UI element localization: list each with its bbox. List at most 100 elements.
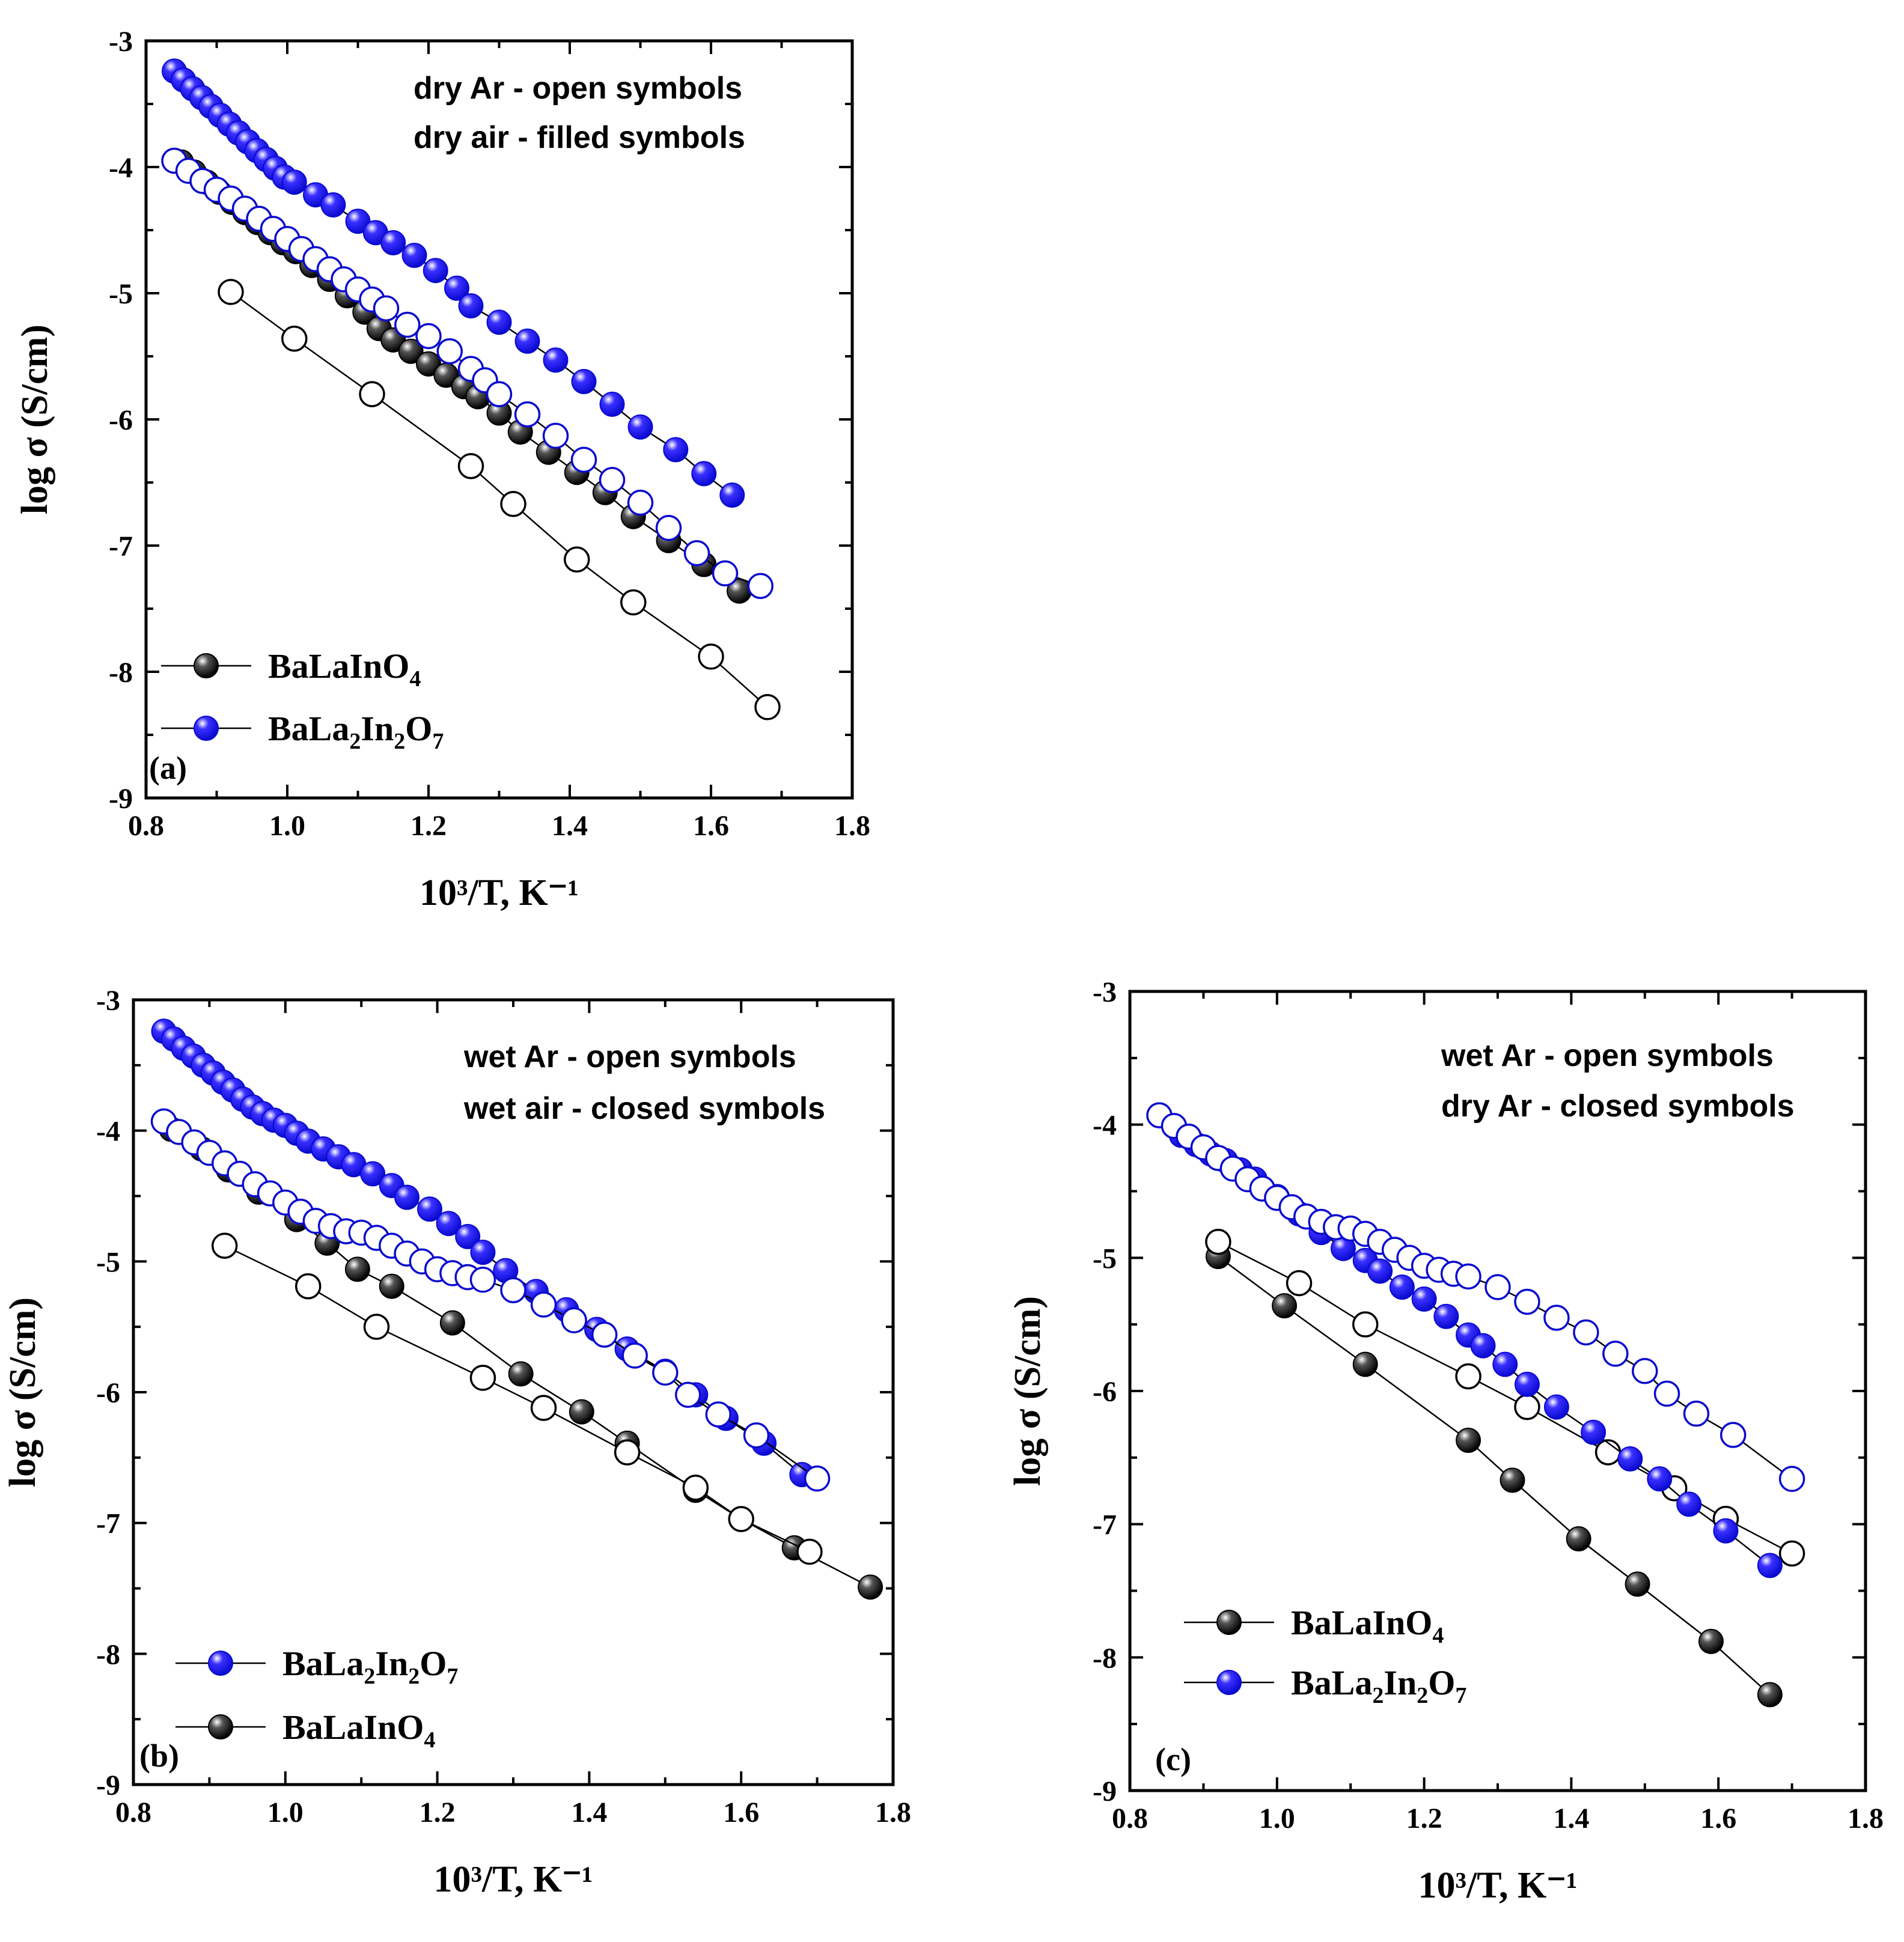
legend-marker	[208, 1651, 233, 1676]
data-point	[591, 1321, 618, 1348]
legend-subscript: 2	[364, 1664, 375, 1689]
data-point	[620, 589, 647, 616]
data-point	[416, 351, 441, 377]
legend-marker	[194, 653, 219, 678]
y-tick-label: -5	[109, 278, 133, 310]
legend-label: BaLaInO4	[1291, 1603, 1444, 1648]
data-point	[469, 1267, 496, 1293]
legend-text-part: In	[361, 709, 394, 748]
data-point	[1455, 1263, 1481, 1290]
data-point	[486, 381, 513, 407]
data-point	[674, 1381, 701, 1408]
data-point	[627, 414, 653, 440]
legend-label: BaLa2In2O7	[1291, 1663, 1466, 1708]
data-point	[398, 338, 424, 364]
y-tick-label: -4	[1093, 1110, 1117, 1142]
legend-marker	[194, 716, 219, 741]
data-point	[281, 325, 308, 352]
legend-entry: BaLaInO4	[161, 647, 421, 692]
y-tick-label: -3	[1093, 976, 1117, 1008]
data-point	[500, 490, 526, 517]
data-point	[294, 1273, 322, 1300]
x-tick-label: 1.6	[693, 810, 729, 842]
data-point	[394, 311, 421, 338]
data-point	[1455, 1363, 1481, 1390]
x-tick-label: 1.4	[552, 810, 588, 842]
data-point	[363, 1313, 390, 1340]
legend-label: BaLaInO4	[268, 647, 421, 692]
series-balaino4-dry-ar	[218, 279, 781, 720]
data-point	[1352, 1351, 1378, 1377]
legend-subscript: 2	[408, 1664, 420, 1689]
legend-subscript: 4	[409, 666, 421, 692]
panel-a: 0.8 1.0 1.2 1.4 1.6 1.8 -9 -8 -7 -6 -5 -4 -3 10³/T, K…	[14, 26, 870, 913]
data-point	[530, 1395, 557, 1421]
y-tick-label: -7	[96, 1508, 120, 1540]
series-bala2in2o7-dry-air	[162, 58, 745, 508]
data-point	[470, 1240, 496, 1265]
data-point	[320, 192, 346, 218]
x-tick-label: 1.6	[723, 1797, 759, 1828]
data-point	[682, 1475, 709, 1501]
data-point	[455, 1223, 481, 1249]
data-point	[1683, 1400, 1710, 1427]
data-point	[804, 1465, 831, 1492]
data-point	[394, 1184, 420, 1210]
legend-text-part: O	[1428, 1663, 1455, 1702]
data-point	[345, 209, 371, 234]
legend-subscript: 7	[432, 729, 444, 754]
data-point	[218, 279, 244, 305]
data-point	[747, 573, 774, 599]
data-point	[1647, 1466, 1673, 1492]
annotation-text: dry Ar - closed symbols	[1441, 1089, 1795, 1124]
data-point	[1757, 1553, 1783, 1578]
y-tick-label: -8	[1093, 1642, 1117, 1674]
data-point	[1500, 1467, 1525, 1493]
data-point	[444, 275, 469, 301]
legend-entry: BaLa2In2O7	[161, 709, 444, 754]
legend-marker	[208, 1714, 233, 1740]
data-point	[1514, 1371, 1540, 1397]
x-axis-title: 10³/T, K⁻¹	[1418, 1865, 1577, 1906]
legend-subscript: 2	[1372, 1683, 1384, 1708]
data-point	[599, 391, 625, 417]
data-point	[416, 1196, 442, 1222]
data-point	[1352, 1311, 1379, 1338]
annotation-text: wet air - closed symbols	[463, 1091, 825, 1126]
x-tick-label: 1.8	[1848, 1803, 1884, 1834]
data-point	[469, 1365, 496, 1391]
y-tick-label: -6	[109, 404, 133, 436]
y-tick-label: -7	[1093, 1509, 1117, 1541]
data-point	[1778, 1466, 1805, 1493]
series-bala2in2o7-wet-ar	[1146, 1102, 1805, 1493]
data-point	[564, 546, 590, 573]
data-point	[1713, 1518, 1739, 1544]
x-tick-label: 1.2	[1406, 1803, 1442, 1834]
data-point	[486, 309, 512, 335]
legend-text-part: BaLaInO	[268, 647, 409, 686]
legend-text-part: BaLaInO	[282, 1708, 424, 1747]
data-point	[1625, 1571, 1650, 1597]
data-point	[728, 1506, 754, 1532]
x-tick-label: 1.0	[1259, 1803, 1295, 1834]
data-point	[663, 437, 689, 463]
x-tick-label: 1.0	[269, 810, 305, 842]
y-tick-label: -7	[109, 531, 133, 562]
legend-label: BaLa2In2O7	[282, 1644, 458, 1689]
data-point	[1543, 1394, 1569, 1420]
data-point	[796, 1538, 823, 1565]
panel-c: 0.8 1.0 1.2 1.4 1.6 1.8 -9 -8 -7 -6 -5 -4 -3 10³/T, K…	[1007, 976, 1884, 1906]
y-tick-label: -6	[96, 1377, 120, 1409]
data-point	[1456, 1428, 1481, 1453]
data-point	[705, 1401, 732, 1428]
y-axis-title: log σ (S/cm)	[14, 324, 55, 514]
data-point	[1698, 1628, 1724, 1654]
data-point	[652, 1359, 679, 1386]
data-point	[569, 1399, 594, 1425]
data-point	[379, 1273, 404, 1299]
x-tick-label: 1.6	[1700, 1803, 1736, 1834]
data-point	[1389, 1274, 1415, 1300]
panel-b: 0.8 1.0 1.2 1.4 1.6 1.8 -9 -8 -7 -6 -5 -4 -3 10³/T, K…	[2, 985, 911, 1900]
panel-label: (c)	[1155, 1741, 1191, 1777]
legend-text-part: O	[405, 709, 432, 748]
